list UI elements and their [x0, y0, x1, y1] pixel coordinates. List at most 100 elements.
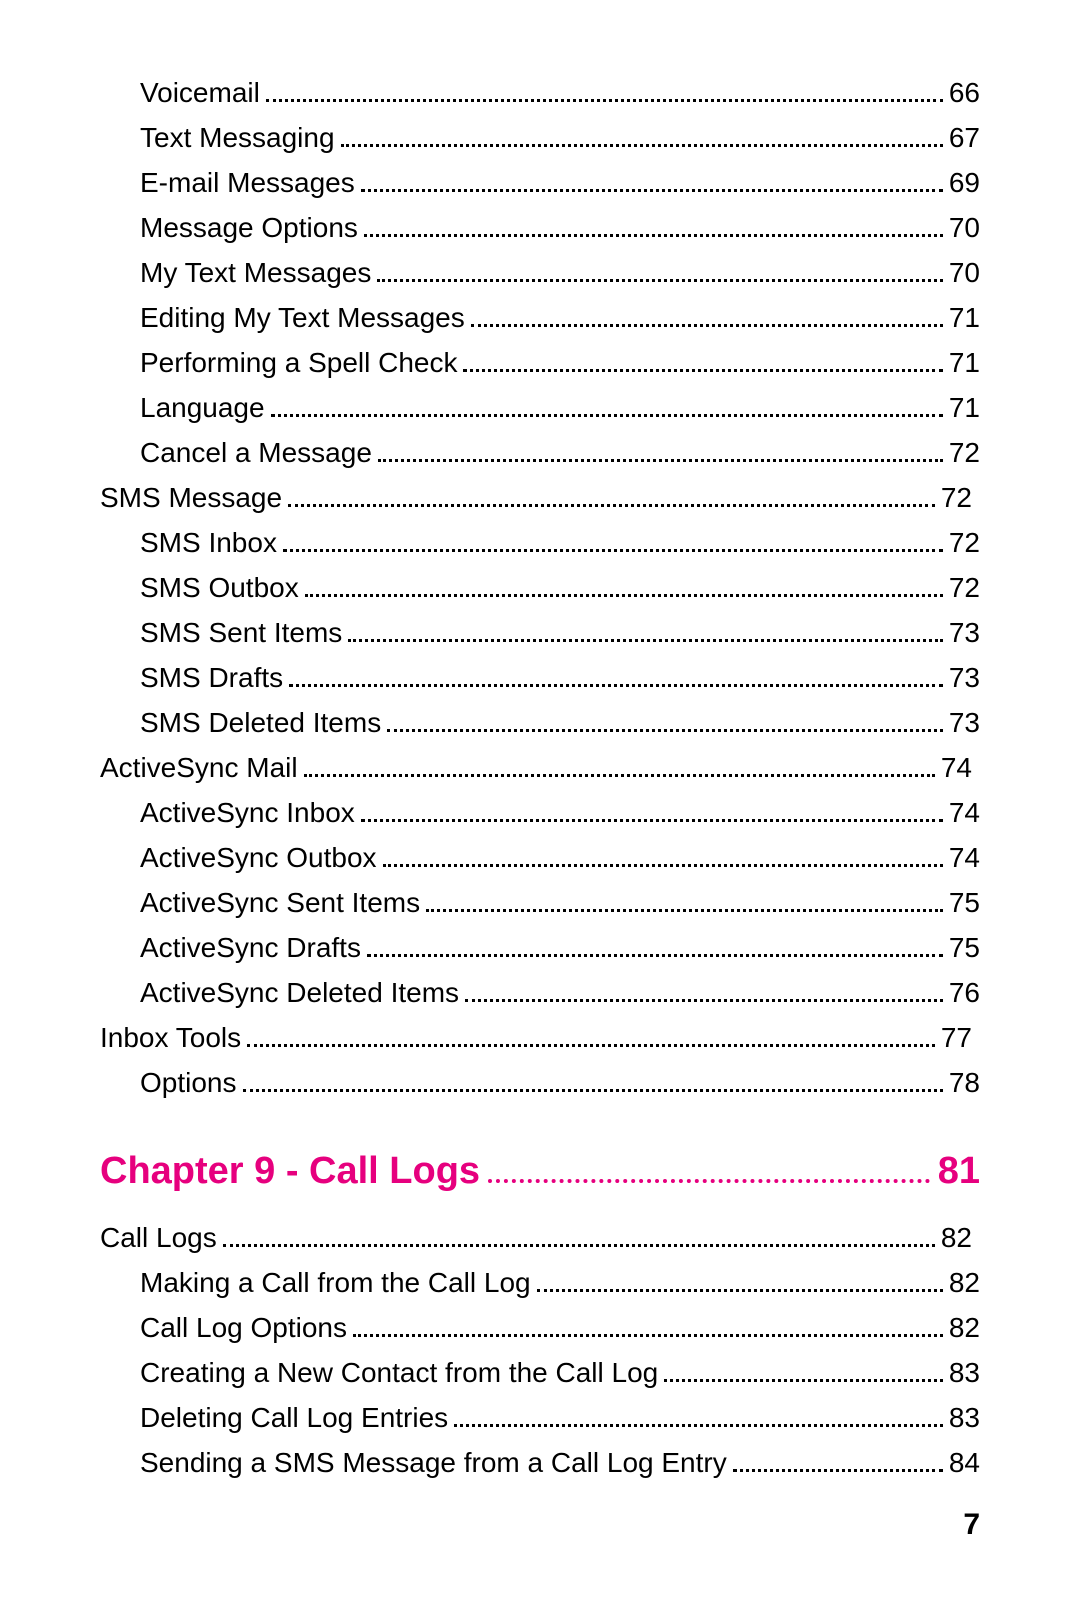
toc-entry-label: Creating a New Contact from the Call Log [140, 1350, 658, 1395]
chapter-label: Chapter 9 - Call Logs [100, 1150, 480, 1193]
toc-leader-dots [383, 839, 943, 867]
toc-entry-label: Sending a SMS Message from a Call Log En… [140, 1440, 727, 1485]
toc-entry-page: 82 [941, 1215, 972, 1260]
toc-entry[interactable]: Editing My Text Messages 71 [140, 295, 980, 340]
toc-leader-dots [223, 1219, 935, 1247]
toc-leader-dots [537, 1264, 943, 1292]
toc-entry-label: Call Logs [100, 1215, 217, 1260]
toc-leader-dots [247, 1019, 935, 1047]
toc-leader-dots [361, 164, 943, 192]
toc-entry[interactable]: ActiveSync Deleted Items76 [140, 970, 980, 1015]
toc-entry-label: ActiveSync Outbox [140, 835, 377, 880]
toc-entry[interactable]: SMS Inbox 72 [140, 520, 980, 565]
toc-entry-page: 75 [949, 880, 980, 925]
toc-entry-label: Cancel a Message [140, 430, 372, 475]
toc-entry[interactable]: ActiveSync Sent Items75 [140, 880, 980, 925]
toc-entry[interactable]: ActiveSync Mail 74 [100, 745, 972, 790]
toc-leader-dots [305, 569, 943, 597]
toc-entry-label: ActiveSync Drafts [140, 925, 361, 970]
toc-entry-label: SMS Message [100, 475, 282, 520]
toc-leader-dots [364, 209, 943, 237]
toc-entry-label: Voicemail [140, 70, 260, 115]
toc-leader-dots [733, 1444, 943, 1472]
toc-entry[interactable]: ActiveSync Inbox74 [140, 790, 980, 835]
toc-entry-label: Performing a Spell Check [140, 340, 457, 385]
toc-entry-label: Text Messaging [140, 115, 335, 160]
toc-entry[interactable]: Voicemail 66 [140, 70, 980, 115]
toc-entry-page: 82 [949, 1260, 980, 1305]
toc-entry-page: 66 [949, 70, 980, 115]
toc-entry-page: 75 [949, 925, 980, 970]
toc-entry[interactable]: My Text Messages70 [140, 250, 980, 295]
toc-entry-page: 73 [949, 655, 980, 700]
toc-entry-label: Editing My Text Messages [140, 295, 465, 340]
chapter-heading[interactable]: Chapter 9 - Call Logs 81 [100, 1147, 980, 1193]
toc-entry-page: 72 [949, 520, 980, 565]
toc-entry[interactable]: Message Options70 [140, 205, 980, 250]
toc-entry-page: 74 [949, 790, 980, 835]
toc-entry-page: 71 [949, 385, 980, 430]
toc-entry-page: 83 [949, 1395, 980, 1440]
toc-entry-page: 83 [949, 1350, 980, 1395]
toc-entry[interactable]: E-mail Messages69 [140, 160, 980, 205]
toc-entry-label: ActiveSync Mail [100, 745, 298, 790]
toc-entry[interactable]: Inbox Tools77 [100, 1015, 972, 1060]
toc-leader-dots [454, 1399, 943, 1427]
toc-leader-dots [289, 659, 943, 687]
toc-leader-dots [283, 524, 943, 552]
toc-leader-dots [266, 74, 943, 102]
toc-entry[interactable]: SMS Message 72 [100, 475, 972, 520]
toc-entry-page: 72 [941, 475, 972, 520]
toc-entry-label: Message Options [140, 205, 358, 250]
page-number: 7 [963, 1508, 980, 1542]
toc-entry-page: 71 [949, 295, 980, 340]
toc-entry[interactable]: Sending a SMS Message from a Call Log En… [140, 1440, 980, 1485]
toc-entry[interactable]: Call Logs 82 [100, 1215, 972, 1260]
toc-entry[interactable]: SMS Drafts73 [140, 655, 980, 700]
toc-entry[interactable]: ActiveSync Drafts 75 [140, 925, 980, 970]
toc-entry[interactable]: SMS Sent Items73 [140, 610, 980, 655]
toc-entry[interactable]: Performing a Spell Check 71 [140, 340, 980, 385]
toc-entry[interactable]: Making a Call from the Call Log 82 [140, 1260, 980, 1305]
toc-entry-label: Language [140, 385, 265, 430]
toc-entry-label: SMS Inbox [140, 520, 277, 565]
toc-leader-dots [361, 794, 943, 822]
toc-leader-dots [353, 1309, 943, 1337]
toc-entry-page: 74 [941, 745, 972, 790]
toc-entry-label: E-mail Messages [140, 160, 355, 205]
toc-entry-page: 71 [949, 340, 980, 385]
toc-entry[interactable]: Deleting Call Log Entries 83 [140, 1395, 980, 1440]
chapter-page: 81 [938, 1150, 980, 1193]
toc-entry-page: 73 [949, 700, 980, 745]
toc-entry-label: Options [140, 1060, 237, 1105]
toc-section-chapter: Call Logs82Making a Call from the Call L… [100, 1215, 980, 1485]
toc-entry[interactable]: Creating a New Contact from the Call Log… [140, 1350, 980, 1395]
toc-entry-label: Inbox Tools [100, 1015, 241, 1060]
toc-entry[interactable]: Cancel a Message 72 [140, 430, 980, 475]
toc-entry[interactable]: SMS Outbox72 [140, 565, 980, 610]
toc-entry-page: 84 [949, 1440, 980, 1485]
toc-leader-dots [243, 1064, 943, 1092]
toc-entry-label: Deleting Call Log Entries [140, 1395, 448, 1440]
chapter-leader-dots [488, 1147, 930, 1183]
toc-entry[interactable]: Options78 [140, 1060, 980, 1105]
toc-entry-label: SMS Outbox [140, 565, 299, 610]
toc-entry-label: Call Log Options [140, 1305, 347, 1350]
toc-entry-page: 67 [949, 115, 980, 160]
toc-entry-label: Making a Call from the Call Log [140, 1260, 531, 1305]
toc-entry-page: 72 [949, 430, 980, 475]
toc-leader-dots [378, 434, 943, 462]
toc-leader-dots [471, 299, 943, 327]
toc-leader-dots [304, 749, 935, 777]
toc-leader-dots [463, 344, 942, 372]
toc-entry-page: 76 [949, 970, 980, 1015]
toc-entry[interactable]: Call Log Options 82 [140, 1305, 980, 1350]
toc-entry[interactable]: Text Messaging 67 [140, 115, 980, 160]
toc-leader-dots [348, 614, 943, 642]
toc-entry-page: 82 [949, 1305, 980, 1350]
toc-page: Voicemail66Text Messaging67E-mail Messag… [100, 70, 980, 1622]
toc-entry[interactable]: ActiveSync Outbox74 [140, 835, 980, 880]
toc-entry[interactable]: SMS Deleted Items73 [140, 700, 980, 745]
toc-leader-dots [367, 929, 943, 957]
toc-entry[interactable]: Language 71 [140, 385, 980, 430]
